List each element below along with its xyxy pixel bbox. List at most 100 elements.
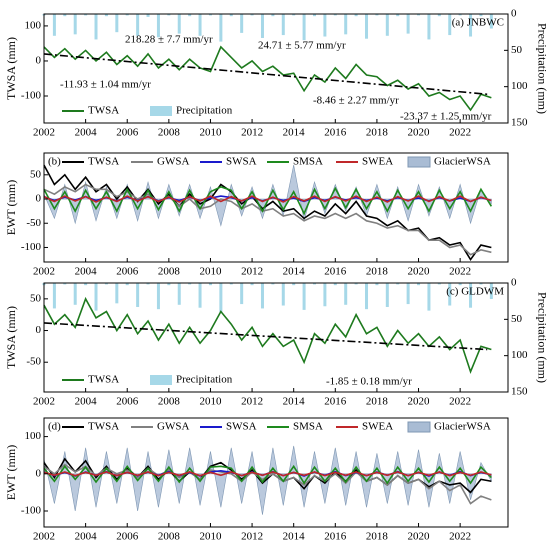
precip-bar — [344, 283, 348, 305]
precip-bar — [115, 14, 119, 33]
legend-label: TWSA — [88, 156, 119, 168]
plot-frame — [43, 417, 509, 528]
precip-bar — [125, 14, 129, 16]
y-tick-label: 0 — [36, 467, 42, 479]
precip-bar — [219, 14, 223, 42]
x-tick-label: 2008 — [158, 127, 181, 139]
precip-bar — [52, 14, 56, 36]
precip-bar — [302, 283, 306, 310]
x-tick-label: 2018 — [366, 127, 389, 139]
precip-bar — [63, 14, 67, 17]
precip-bar — [323, 14, 327, 37]
precip-bar — [406, 283, 410, 305]
x-tick-label: 2014 — [283, 266, 306, 278]
y2-axis-label: Precipitation (mm) — [535, 23, 549, 114]
precip-bar — [302, 14, 306, 41]
legend-label: GWSA — [157, 421, 189, 433]
legend-label: SWSA — [226, 421, 257, 433]
precip-bar — [94, 283, 98, 311]
x-tick-label: 2020 — [408, 531, 431, 543]
precip-bar — [167, 283, 171, 286]
y2-tick-label: 150 — [511, 386, 528, 398]
annotation: -23.37 ± 1.25 mm/yr — [400, 111, 492, 123]
x-tick-label: 2022 — [449, 531, 471, 543]
y-tick-label: 100 — [25, 19, 42, 31]
x-tick-label: 2002 — [33, 531, 55, 543]
precip-bar — [208, 283, 212, 286]
y-axis-label: TWSA (mm) — [4, 306, 18, 369]
glacier-area — [43, 165, 492, 227]
x-tick-label: 2002 — [33, 127, 55, 139]
precip-bar — [240, 283, 244, 305]
series-line — [43, 164, 492, 262]
panel-label: (c) GLDWM — [446, 286, 504, 298]
precip-bar — [344, 14, 348, 35]
series-line — [43, 195, 492, 203]
series-line — [43, 183, 492, 256]
precip-bar — [188, 283, 192, 285]
trend-line — [43, 322, 488, 351]
precip-bar — [156, 283, 160, 310]
precip-bar — [333, 14, 337, 16]
precip-bar — [229, 283, 233, 285]
precip-bar — [458, 283, 462, 286]
precip-bar — [458, 14, 462, 16]
precip-bar — [312, 14, 316, 17]
precip-bar — [385, 14, 389, 36]
precip-bar — [146, 14, 150, 17]
y-tick-label: 50 — [30, 168, 42, 180]
precip-bar — [417, 14, 421, 16]
x-tick-label: 2018 — [366, 266, 389, 278]
precip-bar — [271, 283, 275, 285]
precip-bar — [73, 283, 77, 305]
x-tick-label: 2010 — [199, 531, 222, 543]
legend-label: TWSA — [88, 421, 119, 433]
precip-bar — [365, 14, 369, 39]
annotation: -11.93 ± 1.04 mm/yr — [60, 79, 151, 91]
precip-bar — [94, 14, 98, 40]
precip-bar — [479, 283, 483, 285]
annotation: 218.28 ± 7.7 mm/yr — [125, 34, 213, 46]
x-tick-label: 2020 — [408, 127, 431, 139]
precip-bar — [417, 283, 421, 286]
precip-bar — [448, 283, 452, 306]
precip-bar — [177, 14, 181, 34]
y2-tick-label: 100 — [511, 349, 528, 361]
precip-bar — [136, 14, 140, 36]
legend-label: GlacierWSA — [434, 421, 491, 433]
precip-bar — [292, 14, 296, 16]
precip-bar — [240, 14, 244, 33]
precip-bar — [104, 283, 108, 285]
precip-bar — [260, 283, 264, 309]
legend-label: GlacierWSA — [434, 156, 491, 168]
precip-bar — [219, 283, 223, 313]
precip-bar — [156, 14, 160, 38]
x-tick-label: 2002 — [33, 396, 55, 408]
x-tick-label: 2016 — [324, 531, 347, 543]
x-tick-label: 2004 — [75, 127, 98, 139]
x-tick-label: 2016 — [324, 127, 347, 139]
precip-bar — [448, 14, 452, 36]
precip-bar — [198, 14, 202, 36]
legend-swatch — [150, 106, 172, 116]
precip-bar — [469, 283, 473, 308]
x-tick-label: 2006 — [116, 396, 139, 408]
y-tick-label: -50 — [26, 356, 41, 368]
precip-bar — [281, 283, 285, 306]
y2-tick-label: 50 — [511, 313, 523, 325]
x-tick-label: 2006 — [116, 531, 139, 543]
precip-bar — [188, 14, 192, 17]
x-tick-label: 2020 — [408, 266, 431, 278]
precip-bar — [406, 14, 410, 34]
precip-bar — [115, 283, 119, 304]
series-line — [43, 463, 492, 505]
x-tick-label: 2004 — [75, 396, 98, 408]
precip-bar — [281, 14, 285, 36]
x-tick-label: 2010 — [199, 266, 222, 278]
precip-bar — [125, 283, 129, 286]
series-line — [43, 296, 492, 375]
precip-bar — [375, 14, 379, 16]
precip-bar — [385, 283, 389, 307]
x-tick-label: 2014 — [283, 396, 306, 408]
